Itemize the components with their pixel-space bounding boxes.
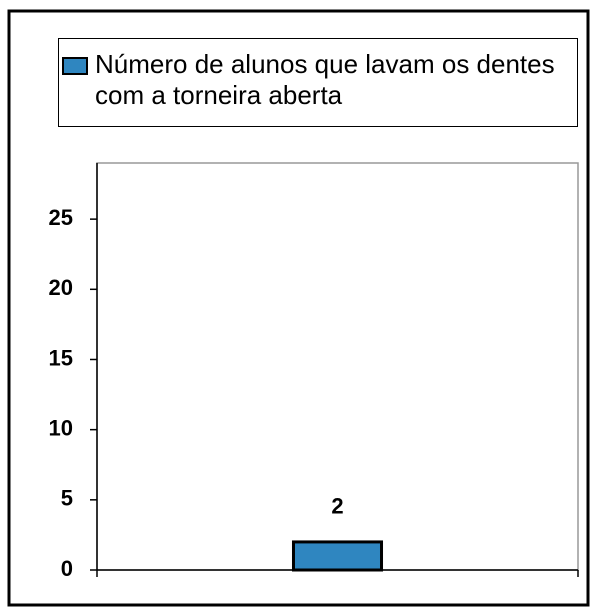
bar — [291, 540, 384, 572]
data-label: 2 — [331, 494, 343, 519]
legend: Número de alunos que lavam os dentes com… — [58, 38, 578, 127]
y-tick-label: 0 — [61, 556, 73, 581]
y-tick-label: 5 — [61, 486, 73, 511]
y-tick-label: 20 — [49, 275, 73, 300]
y-tick-label: 10 — [49, 415, 73, 440]
y-tick-label: 15 — [49, 345, 73, 370]
legend-label: Número de alunos que lavam os dentes com… — [95, 49, 555, 110]
y-tick-label: 25 — [49, 205, 73, 230]
legend-key — [62, 57, 88, 75]
